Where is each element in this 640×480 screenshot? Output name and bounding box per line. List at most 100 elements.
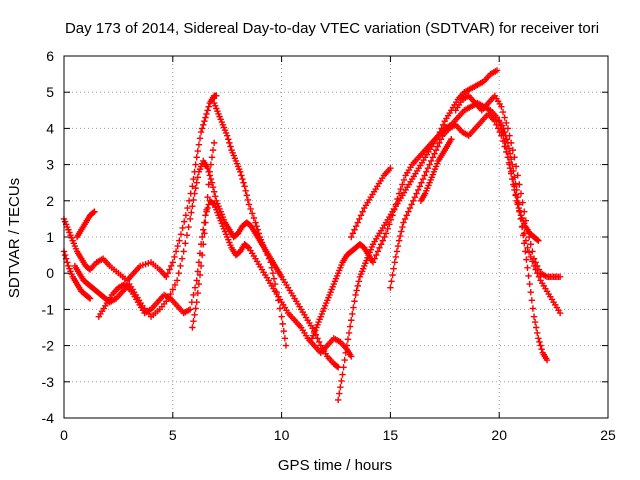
data-point — [202, 219, 209, 226]
data-point — [423, 168, 430, 176]
data-point — [510, 181, 517, 188]
data-point — [338, 377, 345, 385]
data-point — [173, 277, 181, 284]
data-point — [197, 128, 205, 136]
data-point — [509, 146, 516, 154]
data-point — [193, 277, 200, 284]
data-point — [163, 273, 170, 281]
data-point — [244, 243, 252, 251]
data-point — [535, 273, 543, 281]
data-point — [253, 222, 260, 230]
plot-border — [63, 55, 609, 419]
data-point — [524, 264, 531, 271]
series-arc-5 — [60, 248, 94, 302]
data-point — [334, 364, 342, 371]
data-point — [349, 230, 357, 237]
data-point — [535, 266, 543, 273]
data-point — [556, 273, 564, 281]
y-tick-label: -1 — [42, 301, 55, 317]
data-point — [195, 141, 203, 148]
data-point — [204, 193, 211, 201]
data-point — [202, 212, 209, 219]
data-point — [439, 121, 447, 128]
data-point — [397, 185, 404, 193]
data-point — [432, 146, 440, 154]
data-point — [527, 253, 534, 261]
data-point — [369, 259, 377, 266]
tick-labels: 0 5 10 15 20 25 -4 -3 -2 -1 0 1 2 3 4 5 6 — [42, 48, 616, 443]
data-point — [505, 145, 513, 152]
data-point — [525, 249, 533, 256]
data-point — [336, 390, 343, 397]
data-point — [532, 324, 540, 331]
data-point — [244, 196, 252, 204]
data-point — [190, 196, 197, 204]
data-point — [396, 232, 404, 240]
data-point — [509, 175, 516, 183]
data-point — [61, 251, 69, 259]
data-point — [524, 244, 531, 252]
x-axis-label: GPS time / hours — [278, 457, 392, 474]
series-arc-4 — [95, 197, 355, 360]
data-point — [393, 248, 401, 255]
data-point — [503, 119, 510, 127]
data-point — [212, 193, 219, 200]
data-point — [529, 248, 536, 255]
data-point — [207, 161, 215, 168]
data-point — [282, 342, 290, 349]
data-point — [200, 241, 207, 248]
y-tick-label: 4 — [46, 120, 54, 136]
y-tick-label: 5 — [46, 84, 54, 100]
data-point — [193, 179, 200, 186]
data-point — [519, 199, 526, 206]
data-point — [191, 190, 198, 197]
x-tick-label: 15 — [383, 427, 399, 443]
data-point — [343, 342, 351, 349]
data-point — [334, 396, 342, 404]
data-point — [190, 175, 197, 183]
data-point — [245, 201, 253, 208]
data-point — [191, 284, 199, 291]
y-tick-label: 3 — [46, 157, 54, 173]
data-point — [408, 201, 415, 208]
data-point — [314, 335, 321, 342]
data-point — [516, 208, 524, 215]
data-point — [271, 280, 279, 288]
data-point — [207, 175, 215, 183]
data-point — [505, 159, 513, 166]
data-point — [250, 214, 258, 222]
data-point — [280, 327, 287, 335]
y-tick-label: -3 — [42, 374, 55, 390]
data-point — [187, 306, 194, 313]
data-point — [237, 168, 244, 176]
series-arc-14 — [348, 165, 394, 241]
data-point — [90, 209, 97, 216]
x-tick-label: 25 — [600, 427, 616, 443]
data-point — [342, 349, 349, 357]
data-point — [192, 305, 199, 312]
data-point — [180, 248, 187, 255]
data-point — [166, 266, 173, 273]
data-point — [339, 371, 346, 378]
data-point — [278, 313, 285, 320]
data-point — [373, 251, 380, 259]
data-point — [209, 146, 217, 154]
data-point — [203, 110, 210, 118]
data-point — [195, 280, 203, 288]
data-point — [374, 248, 382, 255]
data-point — [85, 294, 93, 301]
data-point — [184, 204, 191, 212]
data-point — [201, 230, 208, 237]
data-point — [194, 268, 202, 275]
data-point — [188, 209, 195, 216]
data-point — [252, 219, 259, 226]
data-point — [448, 136, 455, 143]
data-marks — [60, 67, 564, 404]
data-point — [507, 155, 515, 163]
data-point — [395, 237, 403, 244]
series-arc-11 — [452, 92, 564, 281]
data-point — [506, 132, 513, 139]
data-point — [504, 125, 512, 132]
data-point — [531, 318, 539, 326]
